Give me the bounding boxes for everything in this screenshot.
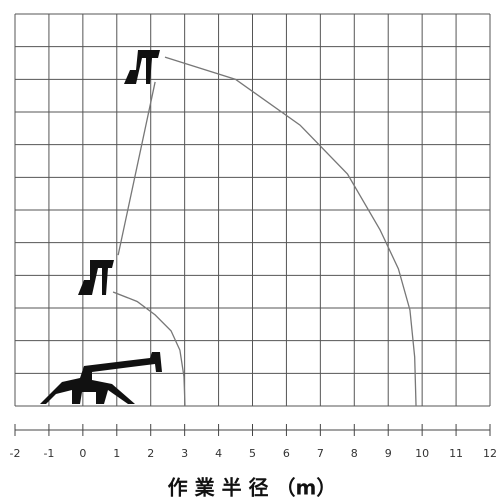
x-tick-label: 4	[215, 447, 222, 460]
machine-drawings	[40, 50, 162, 404]
x-tick-label: 0	[79, 447, 86, 460]
x-tick-label: 6	[283, 447, 290, 460]
x-tick-label: 5	[249, 447, 256, 460]
curve-layer	[112, 56, 417, 407]
x-tick-label: 12	[483, 447, 497, 460]
range-curve	[117, 81, 156, 256]
range-curve	[164, 56, 417, 407]
range-curve	[112, 291, 186, 407]
x-axis-label: 作 業 半 径 （m）	[168, 476, 337, 500]
x-tick-label: 7	[317, 447, 324, 460]
x-tick-label: 1	[113, 447, 120, 460]
x-tick-label: -2	[10, 447, 21, 460]
x-tick-label: -1	[43, 447, 54, 460]
platform-mid	[78, 260, 114, 295]
grid-layer	[14, 13, 491, 407]
x-tick-label: 8	[351, 447, 358, 460]
machine-base	[40, 352, 162, 404]
x-tick-label: 3	[181, 447, 188, 460]
x-tick-label: 10	[415, 447, 429, 460]
x-tick-label: 9	[385, 447, 392, 460]
x-tick-label: 2	[147, 447, 154, 460]
x-tick-label: 11	[449, 447, 463, 460]
platform-top	[124, 50, 160, 84]
